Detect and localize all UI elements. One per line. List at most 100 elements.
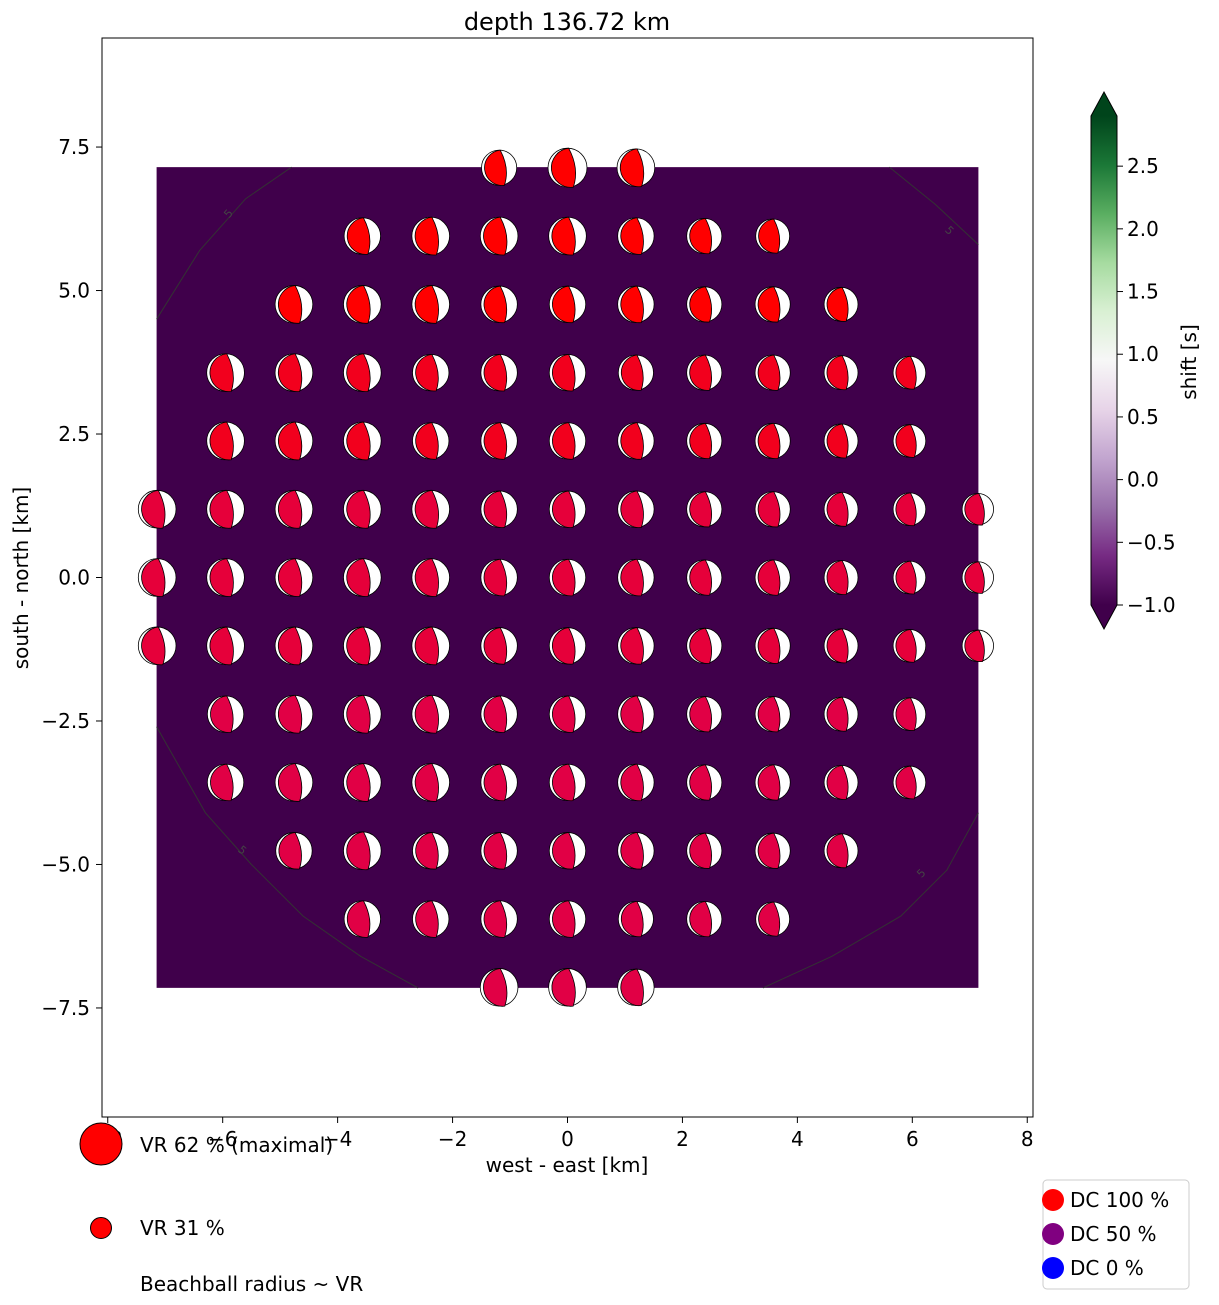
beachball bbox=[548, 422, 587, 460]
size-legend-label-max: VR 62 % (maximal) bbox=[140, 1133, 333, 1157]
beachball bbox=[686, 286, 723, 323]
beachball bbox=[412, 900, 450, 938]
beachball bbox=[617, 354, 654, 391]
beachball bbox=[412, 353, 450, 392]
beachball bbox=[274, 353, 314, 392]
y-tick-label: −7.5 bbox=[41, 996, 90, 1020]
beachball bbox=[686, 627, 723, 664]
beachball bbox=[547, 147, 588, 188]
beachball-grid bbox=[137, 147, 994, 1007]
size-legend-label-half: VR 31 % bbox=[140, 1216, 225, 1240]
beachball bbox=[617, 900, 654, 938]
beachball bbox=[892, 629, 927, 663]
beachball bbox=[274, 489, 314, 529]
beachball bbox=[686, 354, 723, 391]
beachball bbox=[411, 216, 450, 256]
size-legend-note: Beachball radius ~ VR bbox=[140, 1272, 363, 1296]
beachball bbox=[755, 218, 791, 254]
beachball bbox=[548, 832, 587, 870]
beachball bbox=[548, 558, 587, 597]
beachball bbox=[548, 900, 587, 938]
beachball bbox=[754, 832, 791, 869]
size-legend: VR 62 % (maximal) VR 31 % Beachball radi… bbox=[79, 1122, 363, 1296]
beachball bbox=[206, 489, 245, 529]
beachball bbox=[274, 558, 314, 597]
beachball bbox=[617, 217, 655, 255]
colorbar-ticks: −1.0 −0.5 0.0 0.5 1.0 1.5 2.0 2.5 bbox=[1117, 154, 1176, 617]
beachball bbox=[479, 967, 519, 1007]
beachball bbox=[754, 696, 791, 733]
beachball bbox=[480, 285, 518, 324]
beachball bbox=[343, 763, 382, 802]
chart-title: depth 136.72 km bbox=[464, 8, 670, 36]
colorbar-tick-label: 2.5 bbox=[1127, 154, 1159, 178]
y-tick-label: 7.5 bbox=[58, 135, 90, 159]
beachball bbox=[548, 285, 587, 324]
beachball bbox=[548, 695, 587, 733]
dc-legend-label-100: DC 100 % bbox=[1070, 1188, 1169, 1212]
beachball bbox=[617, 285, 655, 324]
beachball bbox=[548, 627, 587, 665]
beachball bbox=[686, 832, 723, 869]
beachball bbox=[686, 422, 723, 459]
contour-line bbox=[156, 726, 419, 989]
beachball bbox=[548, 353, 587, 392]
x-tick-label: −6 bbox=[208, 1127, 237, 1151]
x-axis-label: west - east [km] bbox=[486, 1153, 649, 1177]
beachball bbox=[411, 694, 450, 734]
beachball bbox=[343, 421, 382, 461]
beachball bbox=[343, 558, 382, 597]
contour-line bbox=[156, 166, 292, 320]
beachball bbox=[343, 353, 382, 392]
beachball bbox=[961, 561, 994, 594]
beachball bbox=[961, 493, 994, 526]
y-tick-label: 5.0 bbox=[58, 279, 90, 303]
beachball bbox=[754, 627, 791, 664]
beachball bbox=[617, 422, 655, 460]
beachball bbox=[411, 558, 450, 597]
beachball bbox=[686, 696, 723, 733]
beachball bbox=[754, 422, 791, 459]
beachball bbox=[479, 216, 519, 256]
beachball bbox=[411, 626, 450, 666]
beachball bbox=[137, 626, 177, 666]
beachball bbox=[480, 422, 518, 460]
beachball bbox=[616, 148, 656, 188]
beachball bbox=[686, 491, 723, 528]
beachball bbox=[343, 694, 382, 734]
beachball bbox=[617, 832, 655, 870]
beachball bbox=[754, 286, 791, 323]
beachball bbox=[343, 626, 382, 666]
beachball bbox=[617, 763, 655, 802]
beachball bbox=[480, 627, 518, 665]
beachball bbox=[548, 967, 587, 1007]
x-tick-label: 6 bbox=[906, 1127, 919, 1151]
y-axis: −7.5 −5.0 −2.5 0.0 2.5 5.0 7.5 bbox=[41, 135, 102, 1020]
beachball bbox=[481, 149, 518, 186]
beachball bbox=[823, 764, 859, 800]
beachball bbox=[823, 355, 859, 391]
beachball bbox=[617, 695, 655, 733]
beachball bbox=[274, 421, 314, 461]
beachball bbox=[754, 354, 791, 391]
x-tick-label: 2 bbox=[676, 1127, 689, 1151]
dc-legend-marker-50 bbox=[1042, 1223, 1064, 1245]
size-legend-ball-max bbox=[79, 1122, 123, 1166]
dc-legend-label-50: DC 50 % bbox=[1070, 1222, 1157, 1246]
colorbar-gradient bbox=[1091, 116, 1117, 605]
colorbar-tick-label: 1.5 bbox=[1127, 280, 1159, 304]
beachball bbox=[480, 695, 518, 733]
beachball bbox=[411, 285, 450, 324]
contour-line bbox=[888, 166, 979, 245]
x-tick-label: −2 bbox=[438, 1127, 467, 1151]
colorbar-tick-label: −1.0 bbox=[1127, 593, 1176, 617]
beachball bbox=[274, 694, 314, 734]
beachball bbox=[206, 695, 245, 733]
beachball bbox=[343, 831, 382, 871]
beachball bbox=[617, 968, 655, 1007]
y-tick-label: −2.5 bbox=[41, 709, 90, 733]
colorbar-extend-bottom bbox=[1091, 605, 1117, 629]
colorbar: −1.0 −0.5 0.0 0.5 1.0 1.5 2.0 2.5 shift [s] bbox=[1090, 90, 1201, 631]
